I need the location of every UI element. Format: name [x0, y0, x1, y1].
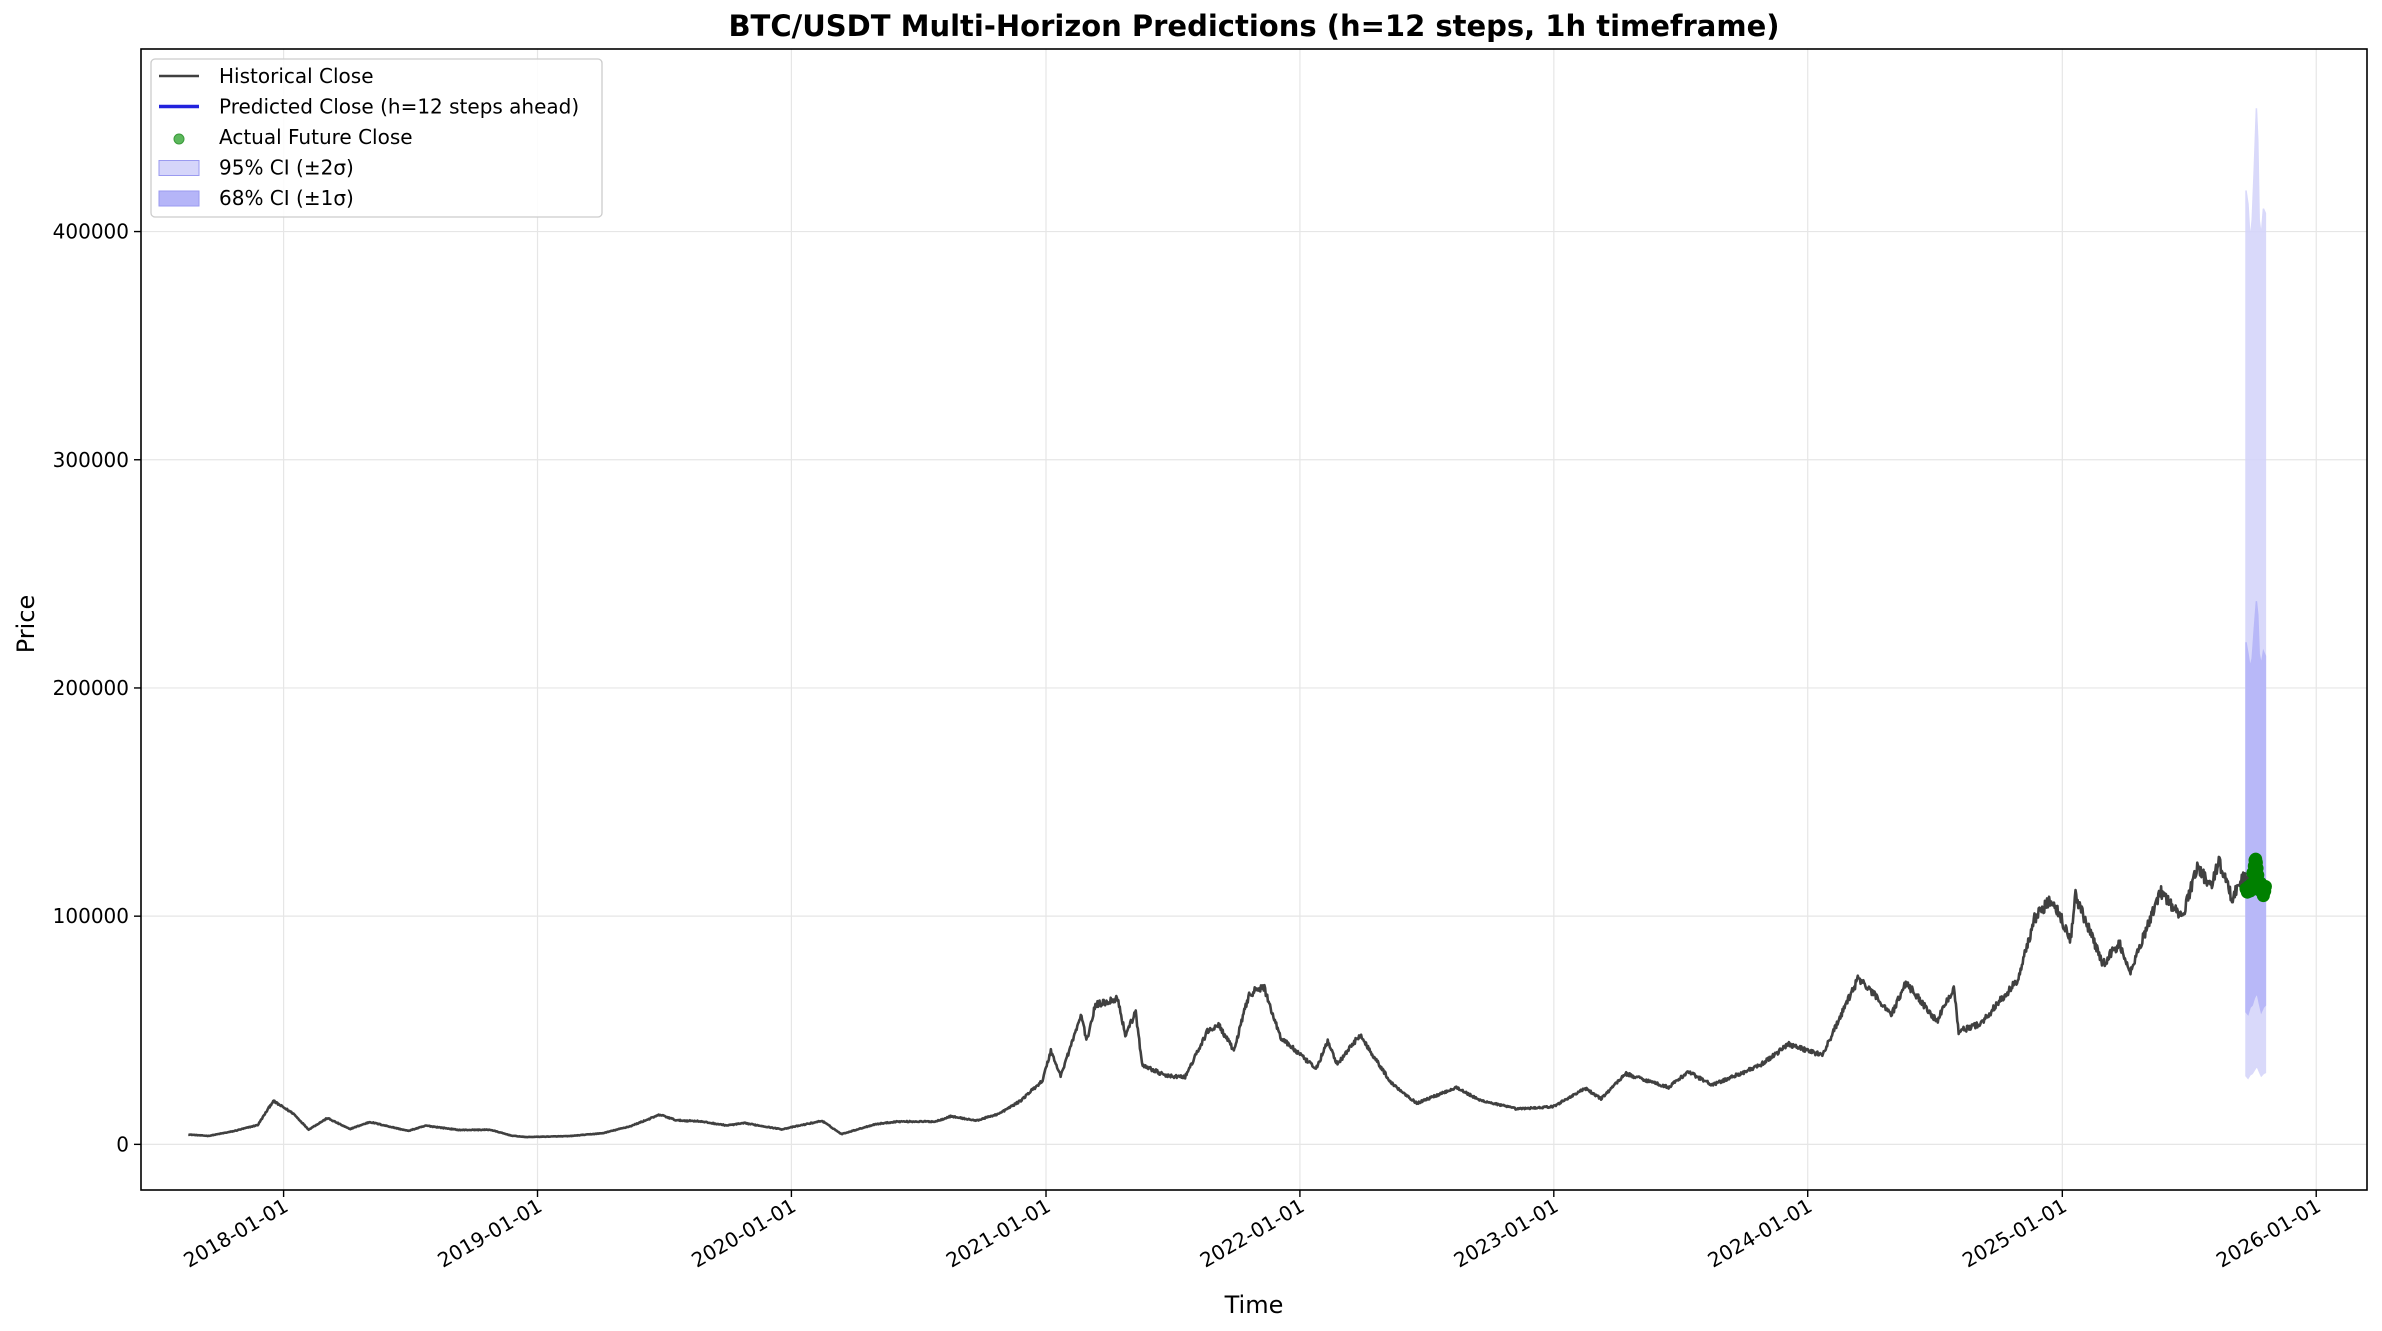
- legend: Historical Close Predicted Close (h=12 st…: [150, 58, 603, 218]
- x-axis-label: Time: [1224, 1291, 1284, 1319]
- legend-swatch-marker: [173, 133, 185, 145]
- y-tick-label: 400000: [53, 220, 129, 244]
- y-tick-label: 0: [116, 1132, 129, 1156]
- plot-frame: [140, 48, 2368, 1191]
- legend-box: [150, 58, 603, 218]
- y-tick-label: 200000: [53, 676, 129, 700]
- y-tick-label: 300000: [53, 448, 129, 472]
- y-tick-label: 100000: [53, 904, 129, 928]
- legend-label: Predicted Close (h=12 steps ahead): [219, 95, 579, 119]
- data-layer: [187, 108, 2272, 1139]
- actual-close-point: [2258, 879, 2272, 893]
- legend-label: 68% CI (±1σ): [219, 186, 354, 210]
- legend-swatch-patch: [158, 160, 200, 176]
- historical-close-line: [187, 855, 2254, 1139]
- ci-band: [2245, 601, 2267, 1016]
- chart-title: BTC/USDT Multi-Horizon Predictions (h=12…: [728, 9, 1779, 43]
- legend-label: Actual Future Close: [219, 125, 413, 149]
- legend-label: Historical Close: [219, 64, 374, 88]
- legend-swatch-patch: [158, 190, 200, 207]
- legend-label: 95% CI (±2σ): [219, 156, 354, 180]
- y-axis-label: Price: [12, 595, 40, 654]
